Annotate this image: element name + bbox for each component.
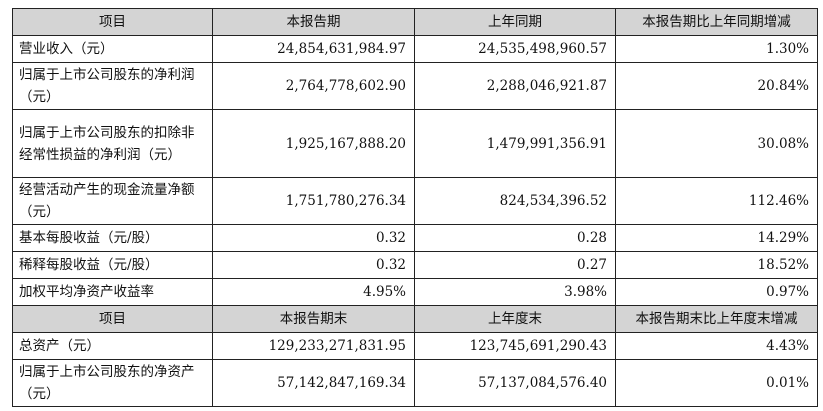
row-label: 营业收入（元） bbox=[12, 35, 213, 63]
table-row: 稀释每股收益（元/股） 0.32 0.27 18.52% bbox=[12, 251, 818, 279]
table-row: 经营活动产生的现金流量净额（元） 1,751,780,276.34 824,534,… bbox=[12, 177, 818, 225]
current-value: 0.32 bbox=[212, 251, 415, 279]
table-row: 基本每股收益（元/股） 0.32 0.28 14.29% bbox=[12, 224, 818, 252]
change-value: 4.43% bbox=[615, 332, 818, 360]
change-value: 1.30% bbox=[615, 35, 818, 63]
row-label: 归属于上市公司股东的扣除非经常性损益的净利润（元） bbox=[12, 109, 213, 178]
column-header: 本报告期末 bbox=[212, 305, 415, 333]
change-value: 20.84% bbox=[615, 62, 818, 110]
change-value: 112.46% bbox=[615, 177, 818, 225]
row-label: 经营活动产生的现金流量净额（元） bbox=[12, 177, 213, 225]
prior-value: 1,479,991,356.91 bbox=[414, 109, 616, 178]
column-header: 项目 bbox=[12, 8, 213, 36]
current-value: 1,925,167,888.20 bbox=[212, 109, 415, 178]
table-header-row: 项目 本报告期末 上年度末 本报告期末比上年度末增减 bbox=[12, 305, 818, 333]
row-label: 加权平均净资产收益率 bbox=[12, 278, 213, 306]
prior-value: 0.28 bbox=[414, 224, 616, 252]
column-header: 本报告期末比上年度末增减 bbox=[615, 305, 818, 333]
column-header: 上年同期 bbox=[414, 8, 616, 36]
column-header: 本报告期 bbox=[212, 8, 415, 36]
prior-value: 57,137,084,576.40 bbox=[414, 359, 616, 407]
current-value: 4.95% bbox=[212, 278, 415, 306]
row-label: 稀释每股收益（元/股） bbox=[12, 251, 213, 279]
table-row: 营业收入（元） 24,854,631,984.97 24,535,498,960.5… bbox=[12, 35, 818, 63]
table-row: 归属于上市公司股东的扣除非经常性损益的净利润（元） 1,925,167,888.2… bbox=[12, 109, 818, 178]
table-row: 总资产（元） 129,233,271,831.95 123,745,691,290.… bbox=[12, 332, 818, 360]
financial-summary-table: 项目 本报告期 上年同期 本报告期比上年同期增减 营业收入（元） 24,854,631,9… bbox=[12, 8, 818, 407]
column-header: 上年度末 bbox=[414, 305, 616, 333]
table-row: 加权平均净资产收益率 4.95% 3.98% 0.97% bbox=[12, 278, 818, 306]
table-row: 归属于上市公司股东的净利润（元） 2,764,778,602.90 2,288,04… bbox=[12, 62, 818, 110]
current-value: 129,233,271,831.95 bbox=[212, 332, 415, 360]
prior-value: 824,534,396.52 bbox=[414, 177, 616, 225]
current-value: 1,751,780,276.34 bbox=[212, 177, 415, 225]
row-label: 总资产（元） bbox=[12, 332, 213, 360]
change-value: 0.97% bbox=[615, 278, 818, 306]
current-value: 2,764,778,602.90 bbox=[212, 62, 415, 110]
row-label: 归属于上市公司股东的净利润（元） bbox=[12, 62, 213, 110]
table-row: 归属于上市公司股东的净资产（元） 57,142,847,169.34 57,137,… bbox=[12, 359, 818, 407]
current-value: 24,854,631,984.97 bbox=[212, 35, 415, 63]
change-value: 0.01% bbox=[615, 359, 818, 407]
row-label: 基本每股收益（元/股） bbox=[12, 224, 213, 252]
current-value: 57,142,847,169.34 bbox=[212, 359, 415, 407]
column-header: 本报告期比上年同期增减 bbox=[615, 8, 818, 36]
change-value: 14.29% bbox=[615, 224, 818, 252]
prior-value: 0.27 bbox=[414, 251, 616, 279]
prior-value: 3.98% bbox=[414, 278, 616, 306]
row-label: 归属于上市公司股东的净资产（元） bbox=[12, 359, 213, 407]
prior-value: 24,535,498,960.57 bbox=[414, 35, 616, 63]
change-value: 18.52% bbox=[615, 251, 818, 279]
prior-value: 123,745,691,290.43 bbox=[414, 332, 616, 360]
prior-value: 2,288,046,921.87 bbox=[414, 62, 616, 110]
table-header-row: 项目 本报告期 上年同期 本报告期比上年同期增减 bbox=[12, 8, 818, 36]
column-header: 项目 bbox=[12, 305, 213, 333]
current-value: 0.32 bbox=[212, 224, 415, 252]
change-value: 30.08% bbox=[615, 109, 818, 178]
